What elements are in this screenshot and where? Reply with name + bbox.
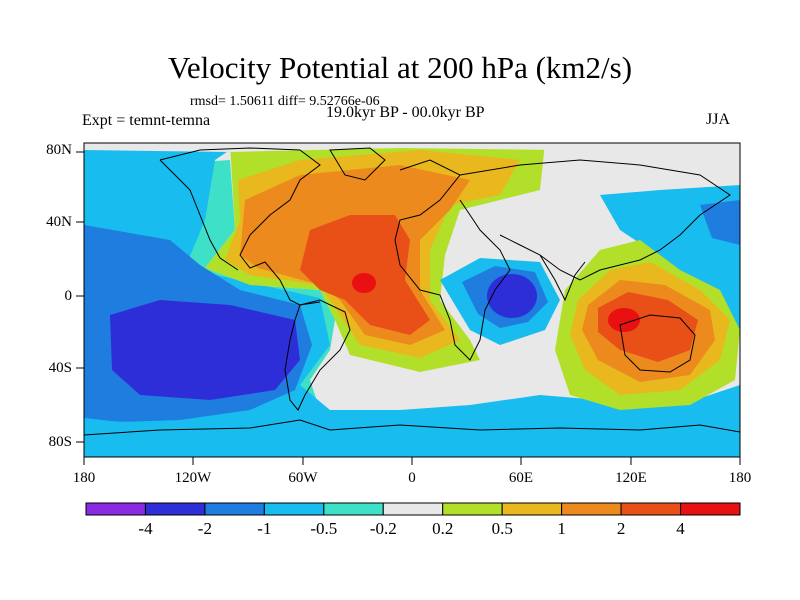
- greenland-coast: [329, 147, 386, 181]
- colorbar-swatch-7: [501, 502, 563, 516]
- x-tick-120e: 120E: [615, 470, 647, 486]
- colorbar-swatch-3: [263, 502, 325, 516]
- colorbar-label-9: 4: [676, 519, 685, 538]
- antarctica-coast: [84, 419, 740, 436]
- north-america-west-coast: [159, 159, 239, 271]
- x-tick-60w: 60W: [288, 470, 318, 486]
- y-tick-40s: 40S: [48, 360, 72, 376]
- y-tick-80s: 80S: [48, 434, 72, 450]
- colorbar-label-5: 0.2: [432, 519, 454, 538]
- chart-title: Velocity Potential at 200 hPa (km2/s): [167, 50, 633, 85]
- x-tick-180w: 180: [72, 470, 96, 486]
- colorbar-label-4: -0.2: [369, 519, 397, 538]
- colorbar-swatch-8: [561, 502, 622, 516]
- x-tick-60e: 60E: [508, 470, 534, 486]
- colorbar-label-3: -0.5: [310, 519, 338, 538]
- x-tick-180e: 180: [728, 470, 752, 486]
- x-tick-120w: 120W: [174, 470, 212, 486]
- axis-ticks: [76, 151, 741, 465]
- x-tick-0: 0: [408, 470, 416, 486]
- season-label: JJA: [706, 111, 731, 128]
- asia-coast: [459, 159, 731, 281]
- colorbar-swatch-6: [442, 502, 503, 516]
- contour-field: [84, 143, 740, 457]
- australia-coast: [619, 314, 696, 373]
- colorbar-swatch-10: [680, 502, 741, 516]
- colorbar-label-6: 0.5: [491, 519, 513, 538]
- india-coast: [539, 254, 586, 302]
- colorbar-swatch-5: [382, 502, 444, 516]
- colorbar-label-1: -2: [197, 519, 212, 538]
- colorbar-swatch-1: [144, 502, 206, 516]
- colorbar-label-2: -1: [257, 519, 272, 538]
- colorbar-swatch-2: [204, 502, 265, 516]
- colorbar-label-8: 2: [616, 519, 626, 538]
- y-tick-80n: 80N: [46, 142, 72, 158]
- south-america-coast: [284, 299, 351, 411]
- colorbar-swatch-9: [620, 502, 682, 516]
- y-tick-40n: 40N: [46, 214, 72, 230]
- experiment-label: Expt = temnt-temna: [82, 112, 211, 129]
- stats-label: rmsd= 1.50611 diff= 9.52766e-06: [190, 94, 380, 109]
- north-america-coast: [159, 147, 321, 306]
- colorbar-swatch-0: [85, 502, 146, 516]
- colorbar: [85, 502, 741, 516]
- y-tick-0: 0: [64, 288, 73, 304]
- europe-africa-coast: [394, 159, 511, 361]
- colorbar-label-0: -4: [138, 519, 153, 538]
- period-label: 19.0kyr BP - 00.0kyr BP: [326, 104, 485, 121]
- coastlines: [84, 147, 740, 436]
- colorbar-label-7: 1: [557, 519, 566, 538]
- colorbar-swatch-4: [323, 502, 384, 516]
